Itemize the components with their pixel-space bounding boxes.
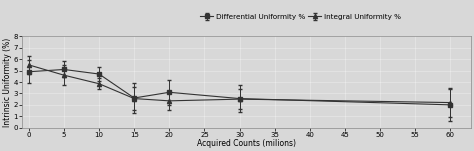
X-axis label: Acquired Counts (milions): Acquired Counts (milions) [197, 139, 296, 148]
Legend: Differential Uniformity %, Integral Uniformity %: Differential Uniformity %, Integral Unif… [198, 11, 403, 23]
Y-axis label: Intrinsic Uniformity (%): Intrinsic Uniformity (%) [3, 37, 12, 127]
